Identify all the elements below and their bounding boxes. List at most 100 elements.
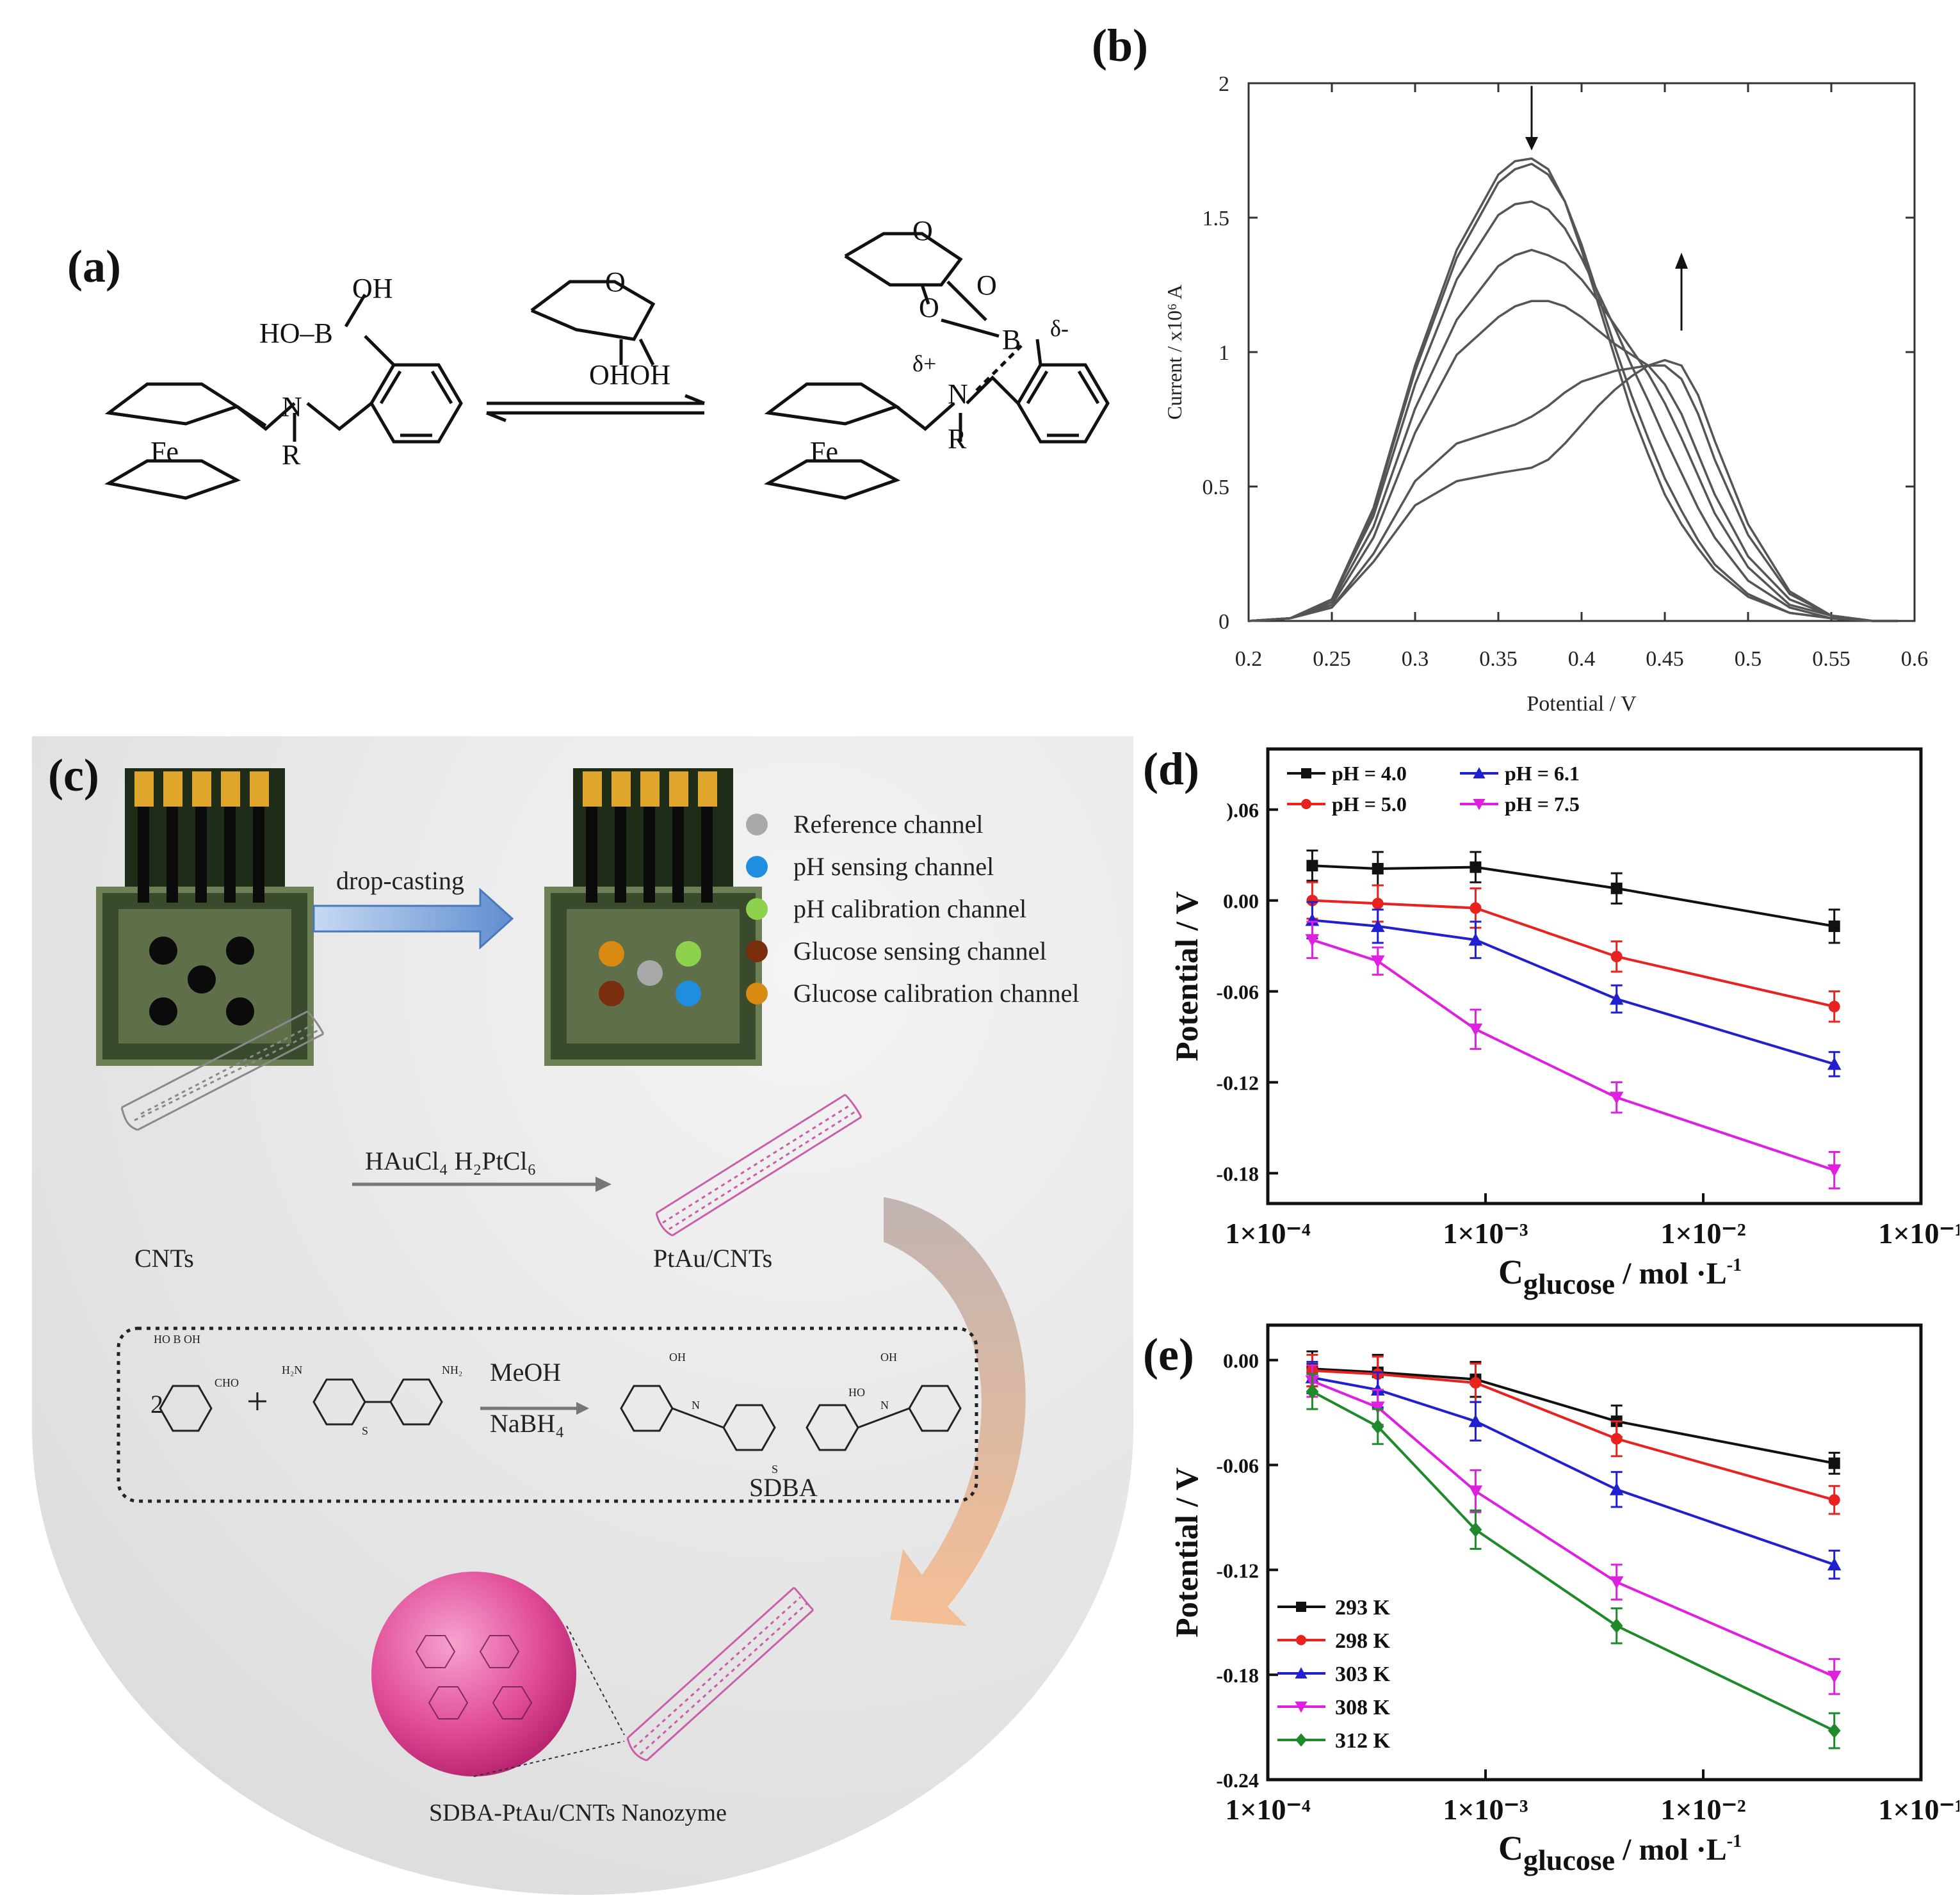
chip-left bbox=[96, 768, 314, 1066]
nanozyme-sphere bbox=[371, 1572, 576, 1776]
scheme-h2n: H₂N bbox=[282, 1364, 303, 1376]
data-point bbox=[1827, 1057, 1842, 1070]
y-tick-label: 0.5 bbox=[1203, 476, 1230, 499]
data-point bbox=[1828, 1494, 1840, 1506]
data-point bbox=[1609, 992, 1624, 1005]
y-tick-label: -0.18 bbox=[1216, 1163, 1259, 1186]
data-point bbox=[1827, 1558, 1842, 1571]
a-right-r-group: R bbox=[948, 423, 967, 455]
data-point bbox=[1828, 1457, 1840, 1469]
scheme-coefficient: 2 bbox=[150, 1390, 163, 1419]
a-right-o3: O bbox=[919, 292, 939, 323]
a-right-nitrogen: N bbox=[948, 378, 968, 410]
series-line-c7 bbox=[1248, 358, 1898, 622]
chart-d: 1×10⁻⁴ 1×10⁻³ 1×10⁻² 1×10⁻¹).06 0.00 -0.06 -0.… bbox=[1169, 747, 1959, 1300]
series-line-c6 bbox=[1248, 364, 1898, 622]
a-right-boron: B bbox=[1002, 324, 1021, 355]
data-point bbox=[1470, 861, 1482, 873]
data-point bbox=[1295, 1733, 1307, 1747]
scheme-ho-b-oh: HO B OH bbox=[154, 1333, 201, 1346]
data-point bbox=[1370, 955, 1385, 969]
data-point bbox=[1371, 1419, 1384, 1435]
data-point bbox=[1372, 898, 1384, 910]
scheme-s: S bbox=[362, 1424, 369, 1437]
legend-item-ph-calibration: pH calibration channel bbox=[746, 888, 1079, 930]
legend-label: pH = 7.5 bbox=[1505, 793, 1580, 816]
y-tick-label: -0.06 bbox=[1216, 981, 1259, 1004]
curved-arrow bbox=[884, 1197, 1026, 1626]
y-axis-label: Current / x10⁶ A bbox=[1163, 284, 1186, 419]
x-tick-label: 1×10⁻² bbox=[1660, 1793, 1745, 1826]
panel-c-background bbox=[32, 736, 1133, 1895]
data-point bbox=[1473, 767, 1486, 778]
a-oh-top: OH bbox=[352, 273, 393, 304]
cnts-label: CNTs bbox=[134, 1244, 194, 1273]
data-point bbox=[1468, 1414, 1483, 1428]
x-tick-label: 1×10⁻³ bbox=[1443, 1793, 1528, 1826]
data-point bbox=[1610, 882, 1623, 894]
data-point bbox=[1470, 902, 1482, 914]
drop-casting-arrow bbox=[312, 887, 514, 950]
data-point bbox=[1470, 1377, 1482, 1389]
x-tick-label: 1×10⁻⁴ bbox=[1225, 1217, 1310, 1250]
data-point bbox=[1468, 1485, 1483, 1499]
data-point bbox=[1610, 1618, 1623, 1634]
channel-legend: Reference channel pH sensing channel pH … bbox=[746, 803, 1079, 1015]
x-tick-label: 0.3 bbox=[1402, 647, 1429, 671]
legend-label: 298 K bbox=[1335, 1629, 1391, 1653]
arrow-up-head bbox=[1675, 252, 1688, 269]
legend-label: 293 K bbox=[1335, 1596, 1391, 1620]
y-tick-label: ).06 bbox=[1226, 799, 1259, 822]
data-point bbox=[1609, 1482, 1624, 1495]
cp-ring-bottom-right bbox=[763, 459, 901, 500]
cnt-tube-nanozyme bbox=[626, 1586, 814, 1762]
drop-casting-label: drop-casting bbox=[336, 866, 464, 895]
x-tick-label: 0.5 bbox=[1735, 647, 1762, 671]
nanozyme-label: SDBA-PtAu/CNTs Nanozyme bbox=[429, 1799, 727, 1826]
data-point bbox=[1827, 1670, 1842, 1684]
data-point bbox=[1306, 894, 1318, 906]
y-tick-label: 0.00 bbox=[1223, 1349, 1259, 1373]
data-point bbox=[1609, 1091, 1624, 1105]
panel-a-scheme: OH HO–B N R Fe O OHOH O O O B δ- δ+ N R … bbox=[104, 215, 1110, 500]
data-point bbox=[1610, 951, 1623, 963]
legend-label: pH = 6.1 bbox=[1505, 762, 1580, 785]
cnt-tube-gray bbox=[120, 1010, 325, 1131]
series-line-c5 bbox=[1248, 300, 1898, 622]
data-point bbox=[1827, 1723, 1841, 1739]
scheme-nabh4: NaBH₄ bbox=[490, 1409, 565, 1438]
data-point bbox=[1296, 1602, 1306, 1612]
legend-label: 303 K bbox=[1335, 1662, 1391, 1686]
legend-dot bbox=[746, 814, 768, 835]
y-tick-label: 1 bbox=[1219, 341, 1229, 365]
y-tick-label: 2 bbox=[1219, 72, 1229, 96]
data-point bbox=[1306, 860, 1318, 872]
y-tick-label: -0.24 bbox=[1216, 1769, 1259, 1792]
panel-b-label: (b) bbox=[1092, 20, 1148, 71]
scheme-n-left: N bbox=[692, 1399, 700, 1412]
scheme-s-product: S bbox=[772, 1463, 779, 1476]
a-delta-minus: δ- bbox=[1050, 316, 1069, 341]
data-point bbox=[1473, 799, 1486, 810]
plot-frame bbox=[1247, 82, 1916, 622]
data-point bbox=[1296, 1635, 1306, 1645]
a-right-o2: O bbox=[976, 270, 997, 301]
y-tick-label: 0.00 bbox=[1223, 890, 1259, 913]
scheme-nh2: NH₂ bbox=[442, 1364, 463, 1376]
data-point bbox=[1468, 1023, 1483, 1036]
y-tick-label: -0.12 bbox=[1216, 1072, 1259, 1095]
legend-dot bbox=[746, 856, 768, 878]
series-line-c4 bbox=[1248, 248, 1898, 622]
synthesis-box bbox=[117, 1326, 978, 1503]
cp-ring-bottom-left bbox=[104, 459, 241, 500]
a-r-group: R bbox=[282, 439, 301, 471]
series-line-c2 bbox=[1248, 163, 1898, 622]
legend-label: pH sensing channel bbox=[793, 852, 994, 881]
cp-ring-top-left bbox=[104, 382, 241, 426]
x-tick-label: 0.25 bbox=[1313, 647, 1351, 671]
cp-ring-top-right bbox=[764, 382, 900, 426]
data-point bbox=[1468, 933, 1483, 946]
x-tick-label: 0.4 bbox=[1568, 647, 1596, 671]
y-tick-label: -0.06 bbox=[1216, 1454, 1259, 1477]
x-tick-label: 1×10⁻⁴ bbox=[1225, 1793, 1310, 1826]
